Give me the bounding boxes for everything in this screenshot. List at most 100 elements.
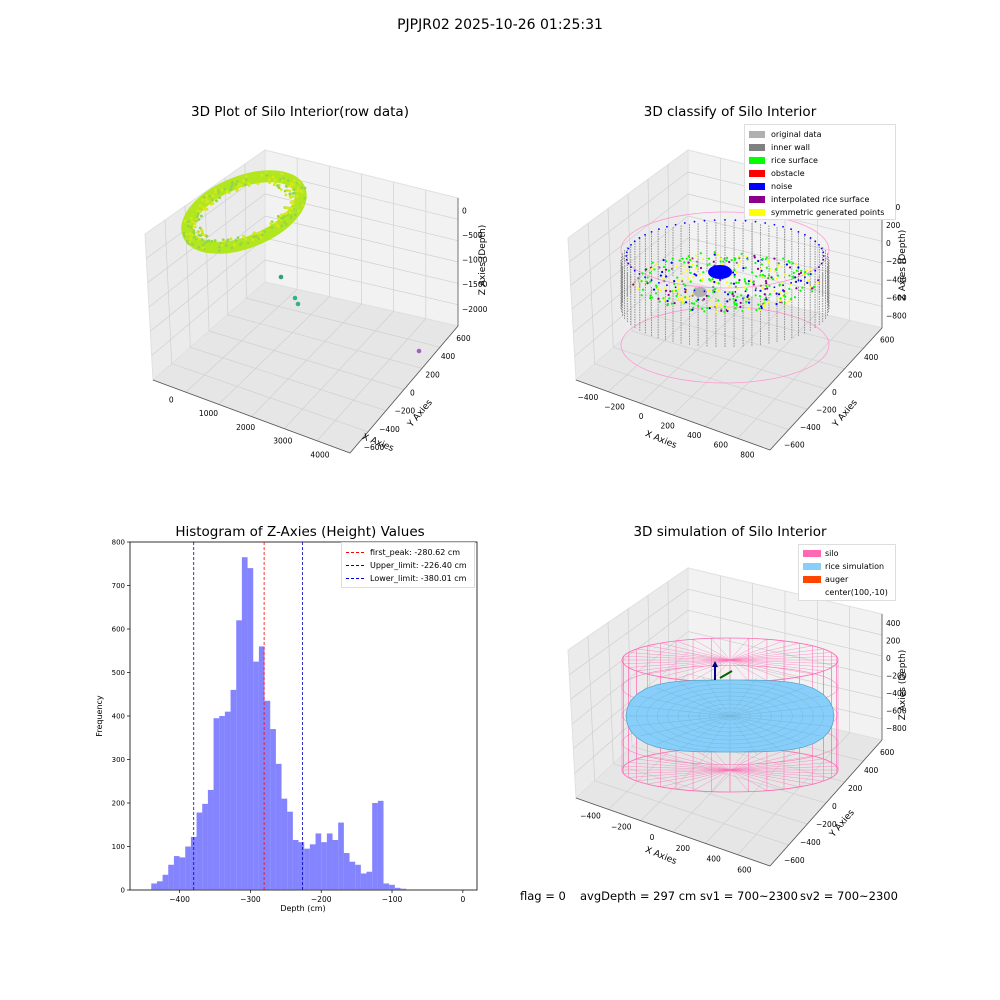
histogram-bar [332,839,339,890]
histogram-reference-lines [193,542,303,890]
classify-legend-item: noise [749,180,792,192]
histogram-bar [151,883,157,890]
y-tick-label: 200 [425,370,440,379]
simulation-3d-plot: −400−20002004006006004002000−200−400−600… [567,567,908,874]
legend-label: inner wall [771,142,811,152]
legend-swatch [749,169,765,177]
histogram-bar [372,803,378,890]
classify-panel-title: 3D classify of Silo Interior [643,104,817,120]
x-tick-label: 0 [169,395,174,404]
y-tick-label: −600 [784,856,805,865]
x-tick-label: 800 [740,450,755,459]
y-tick-label: 0 [410,389,415,398]
histogram-bar [236,620,242,890]
y-tick-label: 200 [848,784,863,793]
footer-sv1: sv1 = 700~2300 [700,889,798,903]
silo-top-ring [620,211,830,289]
z-tick-label: −200 [886,257,907,266]
legend-dashed-line [346,564,364,566]
z-tick-label: −400 [886,275,907,284]
histogram-bar [168,864,174,890]
y-tick-label: 600 [112,626,125,634]
histogram-bar [304,848,310,890]
histogram-bar [338,822,344,890]
y-tick-label: 800 [112,539,125,547]
legend-label: silo [825,548,839,558]
histogram-bar [377,800,384,890]
z-tick-label: 0 [462,206,467,215]
classify-legend-item: obstacle [749,167,805,179]
x-tick-label: −100 [382,895,403,904]
raw-3d-plot: 010002000300040006004002000−200−400−6000… [144,149,488,459]
outlier-point [295,301,301,307]
classify-point-cloud [620,211,830,384]
y-tick-label: 0 [121,887,125,895]
y-tick-label: −400 [800,838,821,847]
raw-3d-axes-box [144,149,459,454]
z-tick-label: −500 [462,231,483,240]
noise-cluster [708,265,732,279]
simulation-legend-item: silo [803,547,839,559]
legend-swatch [749,195,765,203]
raw-zlabel: Z Axies (Depth) [478,225,488,296]
x-tick-label: 600 [737,865,752,874]
footer-sv2: sv2 = 700~2300 [800,889,898,903]
legend-dashed-line [346,577,364,579]
histogram-bar [202,803,208,890]
legend-dashed-line [346,551,364,553]
y-axis-line [769,739,883,867]
classify-axis-ticks: −400−20002004006008006004002000−200−400−… [578,203,907,459]
histogram-bar [156,881,163,890]
z-tick-label: −200 [886,671,907,680]
y-tick-label: −200 [816,820,837,829]
histogram-bar [162,874,169,890]
histogram-bar [230,689,237,890]
histogram-bar [389,884,395,890]
z-tick-label: −400 [886,689,907,698]
y-tick-label: 600 [880,336,895,345]
histogram-bar [400,888,407,890]
z-tick-label: 400 [886,619,901,628]
histogram-bar [196,812,203,890]
histogram-bar [258,646,265,890]
histogram-bar [287,811,293,890]
legend-label: rice surface [771,155,818,165]
y-tick-label: 400 [864,766,879,775]
legend-label: interpolated rice surface [771,194,870,204]
histogram-frame [129,541,478,891]
x-tick-label: 0 [460,895,465,904]
x-axis-line [575,379,771,451]
legend-label: Upper_limit: -226.40 cm [370,560,467,570]
histogram-bar [292,839,299,890]
outlier-point [292,295,298,301]
x-tick-label: 0 [650,833,655,842]
histogram-bar [394,887,401,890]
histogram-chart: −400 −300 −200 −100 0 0 100 200 300 400 500 600 700 8… [95,539,478,913]
z-tick-label: −800 [886,724,907,733]
y-tick-label: −600 [364,443,385,452]
legend-label: rice simulation [825,561,885,571]
histogram-bar [309,844,316,890]
legend-swatch [803,575,821,583]
y-tick-label: 600 [456,334,471,343]
z-tick-label: −600 [886,293,907,302]
histogram-bar [207,789,214,890]
y-tick-label: 0 [832,388,837,397]
figure-title: PJPJR02 2025-10-26 01:25:31 [397,17,603,33]
histogram-bar [298,842,305,890]
x-axis-line [152,379,351,454]
histogram-bar [281,798,288,890]
y-tick-label: 400 [441,352,456,361]
histogram-legend-item: first_peak: -280.62 cm [346,546,460,558]
x-tick-label: 1000 [199,409,218,418]
histogram-ylabel: Frequency [95,695,104,737]
x-axis-line [575,797,771,867]
histogram-bar [253,661,259,890]
y-tick-label: 500 [112,669,125,677]
legend-swatch [803,549,821,557]
classify-legend-item: rice surface [749,154,818,166]
legend-label: noise [771,181,793,191]
y-axis-line [349,325,459,454]
histogram-legend-item: Upper_limit: -226.40 cm [346,559,467,571]
legend-swatch [749,208,765,216]
